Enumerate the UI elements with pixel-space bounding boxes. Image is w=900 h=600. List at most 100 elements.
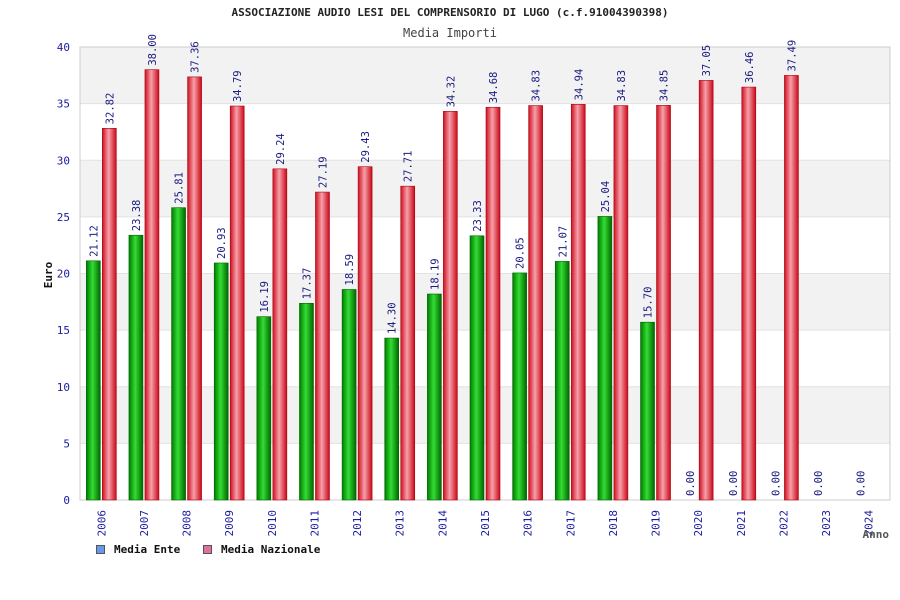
bar-media-nazionale-2021 <box>741 86 757 501</box>
data-label: 0.00 <box>856 471 868 496</box>
bar-media-nazionale-2017 <box>570 104 586 501</box>
data-label: 21.07 <box>557 226 569 258</box>
bar-media-nazionale-2019 <box>656 105 671 501</box>
data-label: 14.30 <box>387 302 399 334</box>
bar-media-ente-2019 <box>640 321 655 501</box>
x-tick-label: 2007 <box>138 510 151 537</box>
bar-media-ente-2007 <box>128 234 144 501</box>
bar-media-ente-2008 <box>171 207 186 501</box>
data-label: 0.00 <box>685 471 697 496</box>
data-label: 25.81 <box>174 172 186 204</box>
x-tick-label: 2008 <box>181 510 194 537</box>
legend-label-media-nazionale: Media Nazionale <box>221 543 321 556</box>
x-tick-label: 2012 <box>351 510 364 537</box>
bar-media-nazionale-2012 <box>357 166 373 501</box>
data-label: 38.00 <box>147 34 159 66</box>
bar-media-nazionale-2018 <box>613 105 629 501</box>
bar-media-ente-2014 <box>427 293 442 501</box>
data-label: 25.04 <box>600 181 612 213</box>
y-tick-label: 20 <box>57 268 70 281</box>
x-tick-label: 2023 <box>820 510 833 537</box>
x-tick-label: 2006 <box>95 510 108 537</box>
x-tick-label: 2009 <box>223 510 236 537</box>
data-label: 0.00 <box>770 471 782 496</box>
bar-media-nazionale-2015 <box>485 106 501 501</box>
data-label: 34.83 <box>531 70 543 102</box>
data-label: 21.12 <box>88 225 100 257</box>
bar-media-ente-2009 <box>213 262 229 501</box>
x-tick-label: 2024 <box>863 510 876 537</box>
bar-media-ente-2006 <box>86 260 101 501</box>
bar-media-nazionale-2009 <box>229 105 245 501</box>
y-tick-label: 0 <box>63 494 70 507</box>
data-label: 34.94 <box>573 69 585 101</box>
bar-media-nazionale-2008 <box>187 76 202 501</box>
bar-media-nazionale-2022 <box>784 75 799 501</box>
x-tick-label: 2018 <box>607 510 620 537</box>
data-label: 23.38 <box>131 200 143 232</box>
bar-media-ente-2013 <box>384 337 400 501</box>
data-label: 37.36 <box>190 41 202 73</box>
data-label: 29.43 <box>360 131 372 163</box>
y-tick-label: 30 <box>57 154 70 167</box>
bar-media-ente-2016 <box>512 272 527 501</box>
data-label: 34.79 <box>232 70 244 102</box>
data-label: 34.83 <box>616 70 628 102</box>
bar-media-ente-2010 <box>256 316 272 501</box>
y-tick-label: 25 <box>57 211 70 224</box>
bar-media-ente-2017 <box>554 261 570 501</box>
data-label: 36.46 <box>744 51 756 83</box>
x-tick-label: 2011 <box>308 510 321 537</box>
data-label: 20.05 <box>515 237 527 269</box>
bar-media-ente-2015 <box>469 235 485 501</box>
data-label: 17.37 <box>301 268 313 300</box>
bar-media-ente-2018 <box>597 216 613 501</box>
data-label: 34.85 <box>659 70 671 102</box>
x-tick-label: 2020 <box>692 510 705 537</box>
x-tick-label: 2019 <box>650 510 663 537</box>
data-label: 27.19 <box>317 156 329 188</box>
data-label: 27.71 <box>403 151 415 183</box>
data-label: 37.05 <box>701 45 713 77</box>
x-tick-label: 2013 <box>394 510 407 537</box>
data-label: 29.24 <box>275 133 287 165</box>
x-tick-label: 2015 <box>479 510 492 537</box>
y-tick-label: 40 <box>57 41 70 54</box>
bar-media-ente-2011 <box>299 302 314 501</box>
data-label: 0.00 <box>728 471 740 496</box>
legend-label-media-ente: Media Ente <box>114 543 181 556</box>
data-label: 0.00 <box>813 471 825 496</box>
y-tick-label: 35 <box>57 98 70 111</box>
x-tick-label: 2016 <box>522 510 535 537</box>
data-label: 18.59 <box>344 254 356 286</box>
data-label: 34.32 <box>445 76 457 108</box>
y-tick-label: 10 <box>57 381 70 394</box>
legend-item-media-ente: Media Ente <box>96 543 180 556</box>
x-tick-label: 2017 <box>564 510 577 537</box>
plot-area-frame <box>79 46 891 501</box>
bar-media-nazionale-2010 <box>272 168 288 501</box>
data-label: 37.49 <box>786 40 798 72</box>
x-tick-label: 2021 <box>735 510 748 537</box>
data-label: 32.82 <box>104 93 116 125</box>
y-tick-label: 15 <box>57 324 70 337</box>
chart-title: ASSOCIAZIONE AUDIO LESI DEL COMPRENSORIO… <box>231 6 669 19</box>
bar-media-nazionale-2013 <box>400 185 416 501</box>
bar-media-nazionale-2020 <box>698 80 714 501</box>
y-tick-label: 5 <box>63 437 70 450</box>
bar-media-nazionale-2006 <box>102 128 117 501</box>
legend-swatch-media-nazionale <box>203 545 212 554</box>
bar-media-nazionale-2014 <box>443 111 458 501</box>
x-tick-label: 2010 <box>266 510 279 537</box>
bar-media-ente-2012 <box>341 289 357 501</box>
chart-subtitle: Media Importi <box>403 26 497 40</box>
data-label: 18.19 <box>429 258 441 290</box>
data-label: 16.19 <box>259 281 271 313</box>
legend-swatch-media-ente <box>96 545 105 554</box>
legend-item-media-nazionale: Media Nazionale <box>203 543 320 556</box>
bar-media-nazionale-2011 <box>315 191 330 501</box>
x-tick-label: 2014 <box>436 510 449 537</box>
data-label: 23.33 <box>472 200 484 232</box>
bar-media-nazionale-2007 <box>144 69 160 501</box>
